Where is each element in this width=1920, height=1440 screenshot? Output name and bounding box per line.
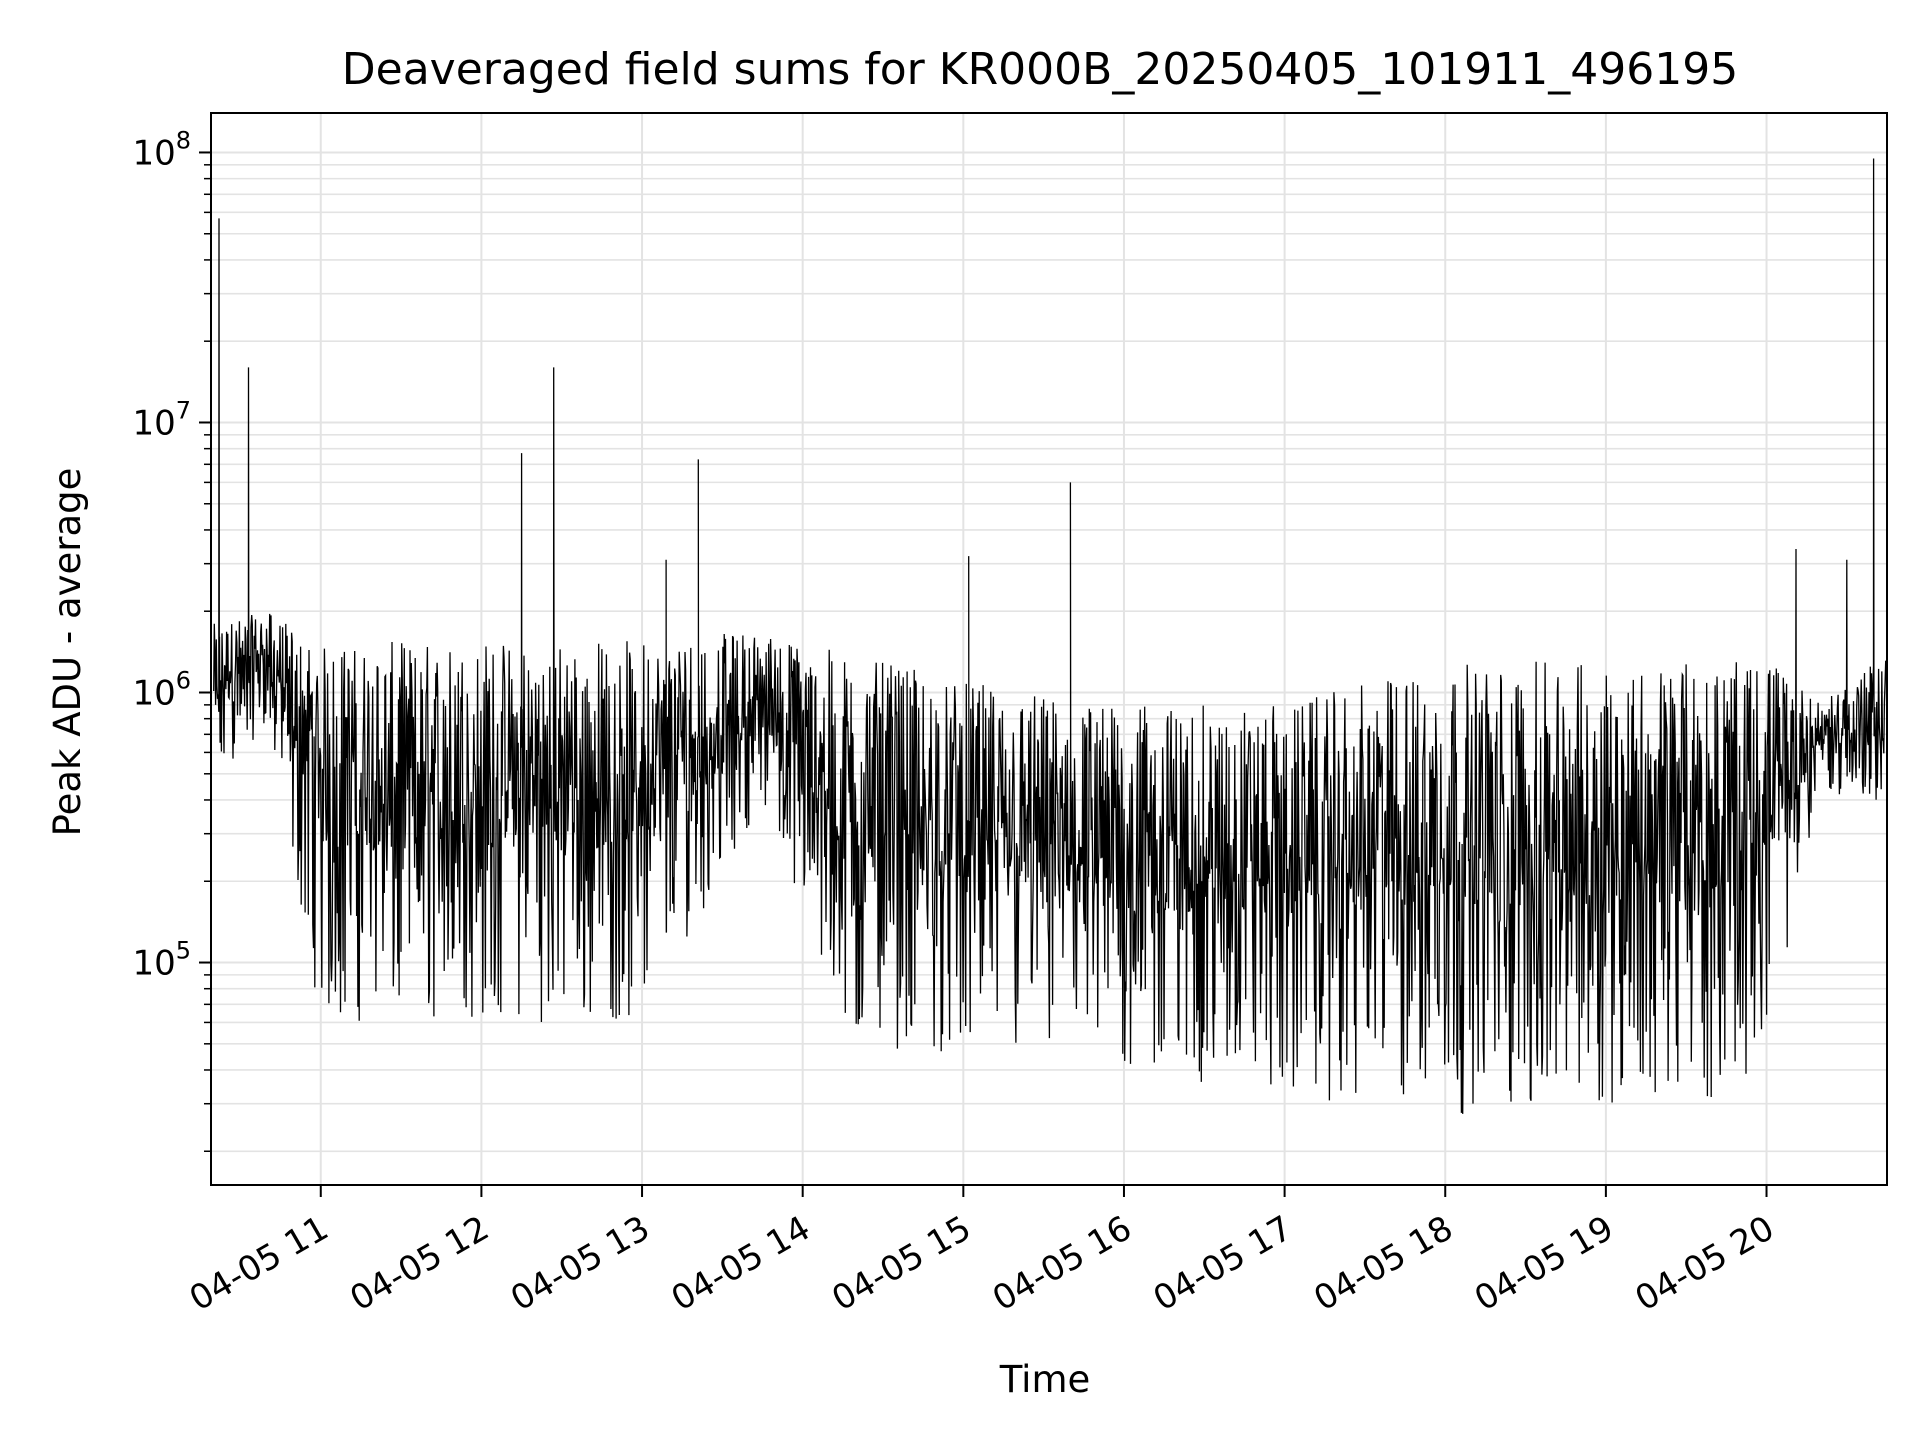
series-line xyxy=(213,158,1888,1114)
y-axis-label: Peak ADU - average xyxy=(46,468,89,837)
plot-frame xyxy=(210,112,1888,1186)
series-layer xyxy=(213,158,1888,1114)
chart-title: Deaveraged field sums for KR000B_2025040… xyxy=(342,44,1738,95)
y-tick-label: 107 xyxy=(132,396,191,443)
y-tick-label: 108 xyxy=(132,126,191,173)
x-axis-label: Time xyxy=(999,1358,1091,1401)
y-tick-label: 106 xyxy=(132,667,191,714)
y-tick-label: 105 xyxy=(132,937,191,984)
